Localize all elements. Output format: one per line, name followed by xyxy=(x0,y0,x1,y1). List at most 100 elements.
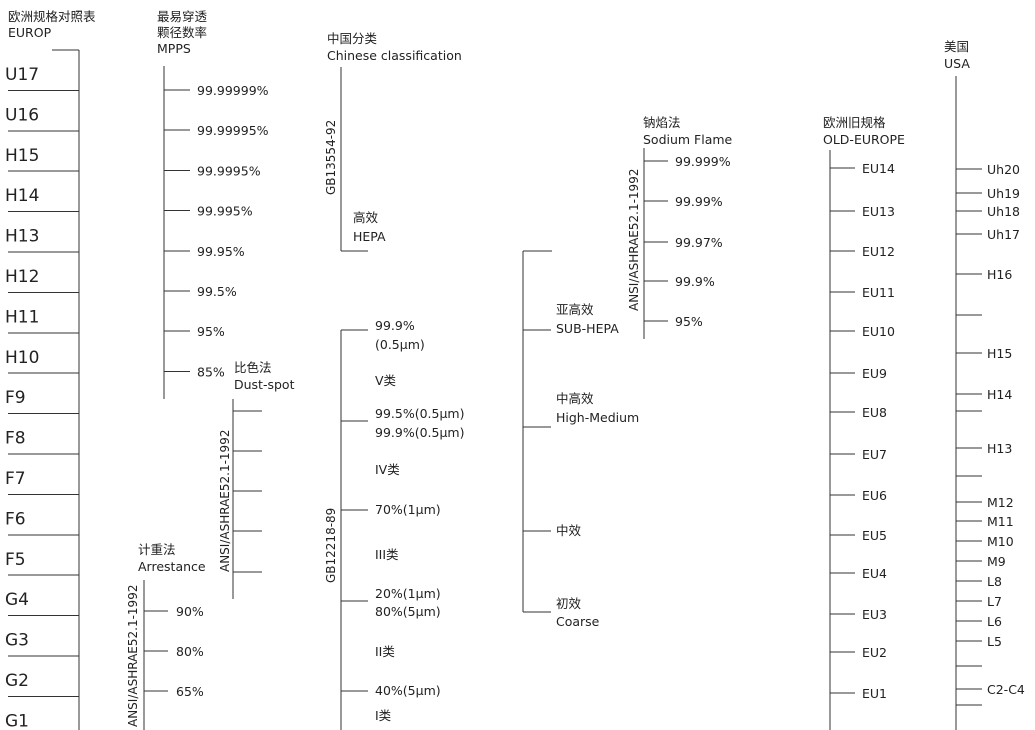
dustspot-standard: ANSI/ASHRAE52.1-1992 xyxy=(218,430,232,572)
mpps-header-line1: 最易穿透 xyxy=(157,9,208,24)
arrestance-standard: ANSI/ASHRAE52.1-1992 xyxy=(126,585,140,727)
mpps-value-label: 85% xyxy=(197,364,225,379)
old-europe-grade-label: EU11 xyxy=(862,285,895,300)
usa-grade-label: Uh20 xyxy=(987,162,1020,177)
usa-grade-label: M12 xyxy=(987,495,1014,510)
usa-grade-label: H13 xyxy=(987,441,1012,456)
chinese-class-label: 99.5%(0.5μm) xyxy=(375,406,464,421)
dustspot-scale xyxy=(232,399,262,599)
sodium-value-label: 99.99% xyxy=(675,194,723,209)
mpps-value-label: 99.95% xyxy=(197,244,245,259)
sodium-value-label: 99.999% xyxy=(675,154,731,169)
mpps-header-line2: 颗径数率 xyxy=(157,25,207,40)
mpps-value-label: 99.99999% xyxy=(197,83,269,98)
chinese-class-label: 40%(5μm) xyxy=(375,683,441,698)
europe-grade-label: H14 xyxy=(5,186,39,206)
dustspot-header: 比色法 Dust-spot xyxy=(234,360,295,392)
europe-grade-label: G4 xyxy=(5,590,29,610)
europe-grade-label: F5 xyxy=(5,550,26,570)
mpps-value-label: 99.995% xyxy=(197,204,253,219)
chinese-hepa-label-cn: 高效 xyxy=(353,210,379,225)
usa-header-en: USA xyxy=(944,56,970,71)
usa-grade-label: Uh17 xyxy=(987,227,1020,242)
old-europe-grade-label: EU2 xyxy=(862,645,887,660)
chinese-header-en: Chinese classification xyxy=(327,48,462,63)
efficiency-group-label: 亚高效 xyxy=(556,302,594,317)
chinese-class-label: 20%(1μm) xyxy=(375,586,441,601)
europe-grade-label: G2 xyxy=(5,671,29,691)
efficiency-group-label: High-Medium xyxy=(556,410,639,425)
efficiency-group-label: 中高效 xyxy=(556,391,594,406)
europe-grade-label: F6 xyxy=(5,509,26,529)
europe-grade-label: H11 xyxy=(5,307,39,327)
usa-grade-label: L6 xyxy=(987,614,1002,629)
old-europe-grade-label: EU9 xyxy=(862,366,887,381)
old-europe-grade-label: EU13 xyxy=(862,204,895,219)
efficiency-group-label: 初效 xyxy=(556,596,582,611)
europe-header-en: EUROP xyxy=(8,25,52,40)
old-europe-header-en: OLD-EUROPE xyxy=(823,132,905,147)
europe-grade-label: G1 xyxy=(5,711,29,730)
chinese-class-label: 99.9%(0.5μm) xyxy=(375,425,464,440)
europe-grade-label: H15 xyxy=(5,146,39,166)
europe-grade-label: F9 xyxy=(5,388,26,408)
usa-grade-label: L8 xyxy=(987,574,1002,589)
arrestance-value-label: 80% xyxy=(176,644,204,659)
old-europe-grade-label: EU3 xyxy=(862,607,887,622)
europe-grade-label: U17 xyxy=(5,65,39,85)
usa-scale: Uh20 Uh19 Uh18 Uh17 H16 H15 H14 H13 M12 M11 M10 M9 L… xyxy=(955,76,1025,730)
chinese-class-label: 70%(1μm) xyxy=(375,502,441,517)
usa-header: 美国 USA xyxy=(944,39,970,71)
old-europe-header-cn: 欧洲旧规格 xyxy=(823,115,886,130)
old-europe-grade-label: EU10 xyxy=(862,324,895,339)
sodium-header-en: Sodium Flame xyxy=(643,132,733,147)
europe-grade-label: H10 xyxy=(5,348,39,368)
old-europe-grade-label: EU14 xyxy=(862,161,895,176)
usa-grade-label: M10 xyxy=(987,534,1014,549)
mpps-value-label: 99.9995% xyxy=(197,163,261,178)
mpps-value-label: 95% xyxy=(197,324,225,339)
dustspot-header-en: Dust-spot xyxy=(234,377,295,392)
europe-grade-label: H12 xyxy=(5,267,39,287)
chinese-class-label: (0.5μm) xyxy=(375,337,425,352)
europe-grade-label: G3 xyxy=(5,631,29,651)
old-europe-scale: EU14 EU13 EU12 EU11 EU10 EU9 EU8 EU7 EU6 EU5 EU4 EU… xyxy=(829,150,895,730)
usa-grade-label: Uh19 xyxy=(987,186,1020,201)
chinese-class-label: III类 xyxy=(375,547,399,562)
old-europe-grade-label: EU7 xyxy=(862,447,887,462)
chinese-standard-hepa: GB13554-92 xyxy=(324,120,338,195)
old-europe-grade-label: EU5 xyxy=(862,528,887,543)
chinese-hepa-label-en: HEPA xyxy=(353,229,386,244)
europe-grade-label: U16 xyxy=(5,105,39,125)
sodium-header-cn: 钠焰法 xyxy=(643,115,681,130)
europe-scale: U17 U16 H15 H14 H13 H12 H11 H10 F9 F8 F7 F6 F5 G4 G3 G2… xyxy=(5,49,80,730)
chinese-header: 中国分类 Chinese classification xyxy=(327,31,462,63)
chinese-class-label: IV类 xyxy=(375,462,400,477)
usa-grade-label: H16 xyxy=(987,267,1012,282)
arrestance-value-label: 90% xyxy=(176,604,204,619)
arrestance-scale: 90% 80% 65% xyxy=(143,580,204,730)
usa-grade-label: L7 xyxy=(987,594,1002,609)
chinese-scale: 高效HEPA99.9%(0.5μm)V类99.5%(0.5μm)99.9%(0.… xyxy=(340,67,464,730)
arrestance-header-en: Arrestance xyxy=(138,559,206,574)
arrestance-value-label: 65% xyxy=(176,684,204,699)
old-europe-grade-label: EU12 xyxy=(862,244,895,259)
chinese-header-cn: 中国分类 xyxy=(327,31,378,46)
old-europe-header: 欧洲旧规格 OLD-EUROPE xyxy=(823,115,905,147)
europe-grade-label: H13 xyxy=(5,227,39,247)
old-europe-grade-label: EU6 xyxy=(862,488,887,503)
mpps-value-label: 99.5% xyxy=(197,284,237,299)
dustspot-header-cn: 比色法 xyxy=(234,360,272,375)
mpps-scale: 99.99999% 99.99995% 99.9995% 99.995% 99.95% 9… xyxy=(163,66,269,399)
usa-grade-label: H14 xyxy=(987,387,1012,402)
sodium-value-label: 99.97% xyxy=(675,235,723,250)
usa-grade-label: M9 xyxy=(987,554,1006,569)
efficiency-group-label: Coarse xyxy=(556,614,600,629)
usa-header-cn: 美国 xyxy=(944,39,969,54)
mpps-header-line3: MPPS xyxy=(157,41,191,56)
chinese-class-label: V类 xyxy=(375,373,397,388)
europe-grade-label: F8 xyxy=(5,429,26,449)
usa-grade-label: Uh18 xyxy=(987,204,1020,219)
